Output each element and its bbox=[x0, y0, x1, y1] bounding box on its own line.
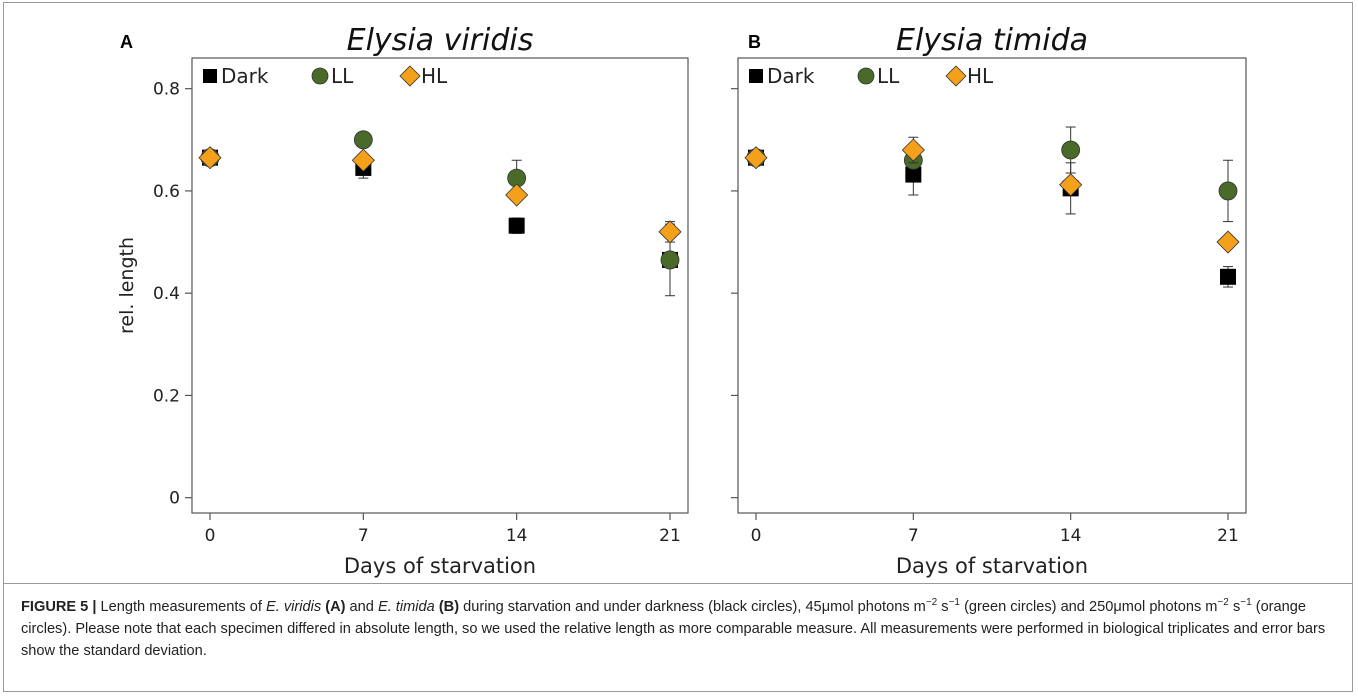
caption-text-7: mol photons m bbox=[1121, 599, 1218, 615]
legend-label-ll: LL bbox=[331, 64, 354, 88]
data-point bbox=[901, 138, 925, 162]
caption-species-1: E. viridis bbox=[266, 599, 322, 615]
legend-label-dark: Dark bbox=[221, 64, 269, 88]
caption-species-2: E. timida bbox=[377, 599, 435, 615]
legend: Dark LL HL bbox=[203, 64, 448, 88]
panel-letter: B bbox=[748, 32, 761, 52]
data-point bbox=[1216, 230, 1240, 254]
series-hl bbox=[744, 136, 1240, 254]
figure-caption: FIGURE 5 | Length measurements of E. vir… bbox=[21, 596, 1341, 662]
caption-sup-1: −2 bbox=[925, 597, 938, 609]
data-point bbox=[505, 183, 529, 207]
y-tick-label: 0.6 bbox=[153, 182, 180, 202]
legend-label-ll: LL bbox=[877, 64, 900, 88]
caption-text-3: during starvation and under darkness (bl… bbox=[463, 599, 822, 615]
data-point bbox=[1218, 181, 1238, 201]
legend-marker-hl bbox=[399, 65, 421, 87]
plot-frame bbox=[737, 57, 1247, 514]
caption-text-1: Length measurements of bbox=[100, 599, 262, 615]
x-tick-label: 0 bbox=[205, 526, 216, 546]
series-dark bbox=[748, 149, 1236, 288]
legend-label-hl: HL bbox=[967, 64, 994, 88]
figure-chart: A Elysia viridis 0 0.2 0.4 0.6 0.8 rel. length 0… bbox=[116, 23, 1247, 578]
caption-sup-3: −2 bbox=[1217, 597, 1229, 609]
x-tick-label: 7 bbox=[358, 526, 369, 546]
caption-text-6: (green circles) and 250 bbox=[964, 599, 1114, 615]
chart-title: Elysia viridis bbox=[347, 23, 534, 58]
caption-mu-2: μ bbox=[1113, 599, 1122, 615]
series-ll bbox=[746, 126, 1238, 223]
data-point bbox=[351, 148, 375, 172]
caption-mu-1: μ bbox=[821, 599, 831, 615]
legend-label-dark: Dark bbox=[767, 64, 815, 88]
legend-marker-hl bbox=[945, 65, 967, 87]
panel-b: B Elysia timida 0 7 14 21 Days of starvation Da… bbox=[731, 23, 1247, 578]
caption-sup-4: −1 bbox=[1240, 597, 1252, 609]
y-tick-label: 0.8 bbox=[153, 80, 180, 100]
data-point bbox=[1061, 140, 1081, 160]
data-point bbox=[660, 250, 680, 270]
data-point bbox=[1059, 173, 1083, 197]
panel-letter: A bbox=[120, 32, 133, 52]
legend-marker-ll bbox=[311, 67, 329, 85]
series-ll bbox=[200, 130, 680, 270]
data-point bbox=[744, 146, 768, 170]
caption-text-9: (orange circles). Please note that each … bbox=[21, 599, 1326, 659]
y-tick-label: 0.4 bbox=[153, 284, 180, 304]
y-tick-label: 0.2 bbox=[153, 386, 180, 406]
data-point bbox=[905, 166, 922, 183]
plot-frame bbox=[191, 57, 689, 514]
caption-tag-b: (B) bbox=[438, 599, 460, 615]
caption-text-2: and bbox=[349, 599, 374, 615]
x-tick-label: 21 bbox=[659, 526, 681, 546]
caption-tag-a: (A) bbox=[325, 599, 346, 615]
series-dark bbox=[202, 149, 678, 297]
series-hl bbox=[198, 146, 682, 244]
legend-marker-dark bbox=[749, 69, 763, 83]
data-point bbox=[1220, 268, 1236, 285]
x-axis-label: Days of starvation bbox=[896, 554, 1088, 578]
data-point bbox=[508, 217, 525, 234]
panel-a: A Elysia viridis 0 0.2 0.4 0.6 0.8 rel. length 0… bbox=[116, 23, 689, 578]
y-axis-label: rel. length bbox=[116, 237, 138, 334]
chart-title: Elysia timida bbox=[896, 23, 1088, 58]
legend-marker-ll bbox=[857, 67, 875, 85]
caption-text-5: s bbox=[941, 599, 949, 615]
x-tick-label: 14 bbox=[506, 526, 528, 546]
x-tick-label: 7 bbox=[908, 526, 919, 546]
legend: Dark LL HL bbox=[749, 64, 994, 88]
legend-label-hl: HL bbox=[421, 64, 448, 88]
legend-marker-dark bbox=[203, 69, 217, 83]
caption-separator bbox=[4, 583, 1352, 584]
figure-label: FIGURE 5 | bbox=[21, 599, 97, 615]
x-tick-label: 0 bbox=[751, 526, 762, 546]
x-tick-label: 14 bbox=[1060, 526, 1082, 546]
caption-sup-2: −1 bbox=[948, 597, 960, 609]
x-tick-label: 21 bbox=[1217, 526, 1239, 546]
data-point bbox=[353, 130, 373, 150]
caption-text-4: mol photons m bbox=[830, 599, 926, 615]
x-axis-label: Days of starvation bbox=[344, 554, 536, 578]
data-point bbox=[658, 220, 682, 244]
y-tick-label: 0 bbox=[169, 489, 180, 509]
figure-frame bbox=[3, 2, 1353, 692]
caption-text-8: s bbox=[1232, 599, 1241, 615]
data-point bbox=[198, 146, 222, 170]
